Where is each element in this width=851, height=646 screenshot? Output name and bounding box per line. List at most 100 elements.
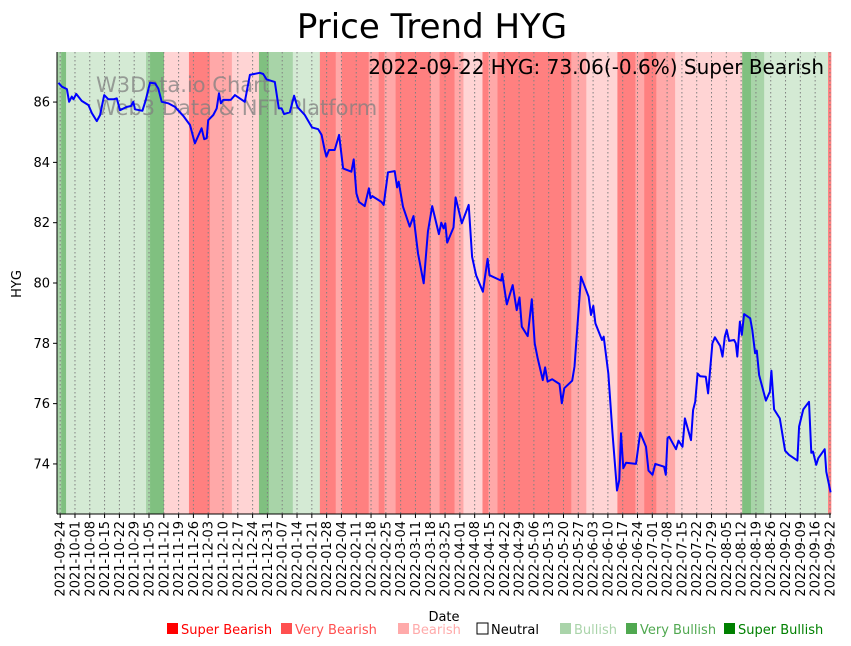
band-very-bearish [488, 52, 498, 514]
x-tick-label: 2022-07-01 [646, 521, 661, 597]
x-tick-label: 2022-06-10 [601, 521, 616, 597]
band-bullish [764, 52, 829, 514]
x-tick-label: 2022-04-08 [468, 521, 483, 597]
x-tick-label: 2022-03-11 [409, 521, 424, 597]
x-tick-label: 2022-08-19 [749, 521, 764, 597]
x-tick-label: 2022-09-02 [779, 521, 794, 597]
x-tick-label: 2022-09-22 [823, 521, 838, 597]
x-tick-label: 2022-04-29 [513, 521, 528, 597]
x-axis-label: Date [428, 610, 459, 625]
x-tick-label: 2022-06-17 [616, 521, 631, 597]
band-very-bearish [335, 52, 342, 514]
band-very-bearish [635, 52, 645, 514]
x-tick-label: 2021-12-31 [261, 521, 276, 597]
band-bearish [164, 52, 190, 514]
x-tick-label: 2021-11-26 [187, 521, 202, 597]
y-tick-label: 84 [33, 156, 50, 171]
y-tick-label: 80 [33, 277, 50, 292]
y-tick-label: 82 [33, 216, 50, 231]
band-super-bearish [341, 52, 370, 514]
band-very-bearish [430, 52, 440, 514]
legend-swatch-very-bearish [281, 623, 292, 634]
sentiment-bands [57, 52, 832, 514]
band-very-bearish [209, 52, 233, 514]
band-very-bearish [368, 52, 379, 514]
legend-swatch-neutral [476, 622, 489, 635]
x-tick-label: 2021-11-05 [142, 521, 157, 597]
legend-label: Very Bearish [295, 623, 377, 638]
x-tick-label: 2022-04-01 [453, 521, 468, 597]
band-super-bearish [378, 52, 385, 514]
band-super-bearish [439, 52, 455, 514]
band-super-bearish [644, 52, 657, 514]
x-tick-label: 2021-10-15 [98, 521, 113, 597]
watermark-line-1: W3Data.io Chart [96, 73, 270, 97]
x-tick-label: 2022-04-22 [498, 521, 513, 597]
x-tick-label: 2022-05-20 [557, 521, 572, 597]
x-tick-label: 2021-10-08 [83, 521, 98, 597]
x-tick-label: 2021-09-24 [54, 521, 69, 597]
band-very-bearish [384, 52, 396, 514]
band-super-bullish [61, 52, 67, 514]
x-tick-label: 2022-07-22 [690, 521, 705, 597]
x-tick-label: 2021-10-22 [113, 521, 128, 597]
x-tick-label: 2022-07-29 [705, 521, 720, 597]
x-tick-label: 2022-06-03 [587, 521, 602, 597]
x-tick-label: 2022-05-27 [572, 521, 587, 597]
legend-swatch-super-bearish [167, 623, 178, 634]
x-tick-label: 2022-05-13 [542, 521, 557, 597]
legend-swatch-super-bullish [724, 623, 735, 634]
x-tick-label: 2021-10-29 [128, 521, 143, 597]
x-tick-label: 2022-01-28 [320, 521, 335, 597]
band-super-bullish [258, 52, 270, 514]
band-super-bearish [319, 52, 337, 514]
legend-label: Super Bearish [181, 623, 272, 638]
band-very-bullish [146, 52, 151, 514]
band-super-bullish [742, 52, 752, 514]
band-very-bearish [656, 52, 676, 514]
x-tick-label: 2021-12-10 [217, 521, 232, 597]
legend: Super Bearish Very Bearish Bearish Neutral B… [167, 622, 823, 638]
status-annotation: 2022-09-22 HYG: 73.06(-0.6%) Super Beari… [368, 55, 824, 79]
legend-label: Neutral [491, 623, 539, 638]
band-very-bearish [571, 52, 587, 514]
band-super-bearish [617, 52, 636, 514]
x-tick-label: 2022-02-11 [350, 521, 365, 597]
x-tick-label: 2022-01-07 [276, 521, 291, 597]
price-line [57, 71, 832, 493]
legend-label: Bearish [412, 623, 461, 638]
band-super-bearish [395, 52, 431, 514]
x-tick-label: 2021-12-03 [202, 521, 217, 597]
x-tick-label: 2021-10-01 [68, 521, 83, 597]
legend-swatch-bearish [398, 623, 409, 634]
chart-title: Price Trend HYG [297, 7, 567, 47]
band-super-bearish [482, 52, 489, 514]
x-tick-label: 2022-08-05 [720, 521, 735, 597]
x-tick-label: 2022-01-21 [305, 521, 320, 597]
band-bearish [675, 52, 743, 514]
x-tick-label: 2022-03-25 [439, 521, 454, 597]
x-tick-label: 2022-09-16 [809, 521, 824, 597]
x-tick-label: 2022-04-15 [483, 521, 498, 597]
band-very-bullish [57, 52, 62, 514]
x-tick-label: 2022-02-18 [365, 521, 380, 597]
band-bullish [66, 52, 147, 514]
x-tick-label: 2022-06-24 [631, 521, 646, 597]
legend-label: Very Bullish [640, 623, 716, 638]
x-tick-label: 2022-03-18 [424, 521, 439, 597]
x-ticks: 2021-09-24 2021-10-01 2021-10-08 2021-10-15… [54, 514, 838, 597]
y-tick-label: 74 [33, 457, 50, 472]
band-super-bearish [828, 52, 832, 514]
band-very-bearish [454, 52, 464, 514]
band-super-bearish [497, 52, 572, 514]
x-tick-label: 2021-11-19 [172, 521, 187, 597]
band-super-bearish [188, 52, 211, 514]
x-tick-label: 2022-02-25 [379, 521, 394, 597]
x-tick-label: 2021-12-24 [246, 521, 261, 597]
y-ticks: 74 76 78 80 82 84 86 [33, 96, 57, 472]
x-tick-label: 2022-07-08 [661, 521, 676, 597]
x-tick-label: 2021-11-12 [157, 521, 172, 597]
x-tick-label: 2022-08-12 [735, 521, 750, 597]
